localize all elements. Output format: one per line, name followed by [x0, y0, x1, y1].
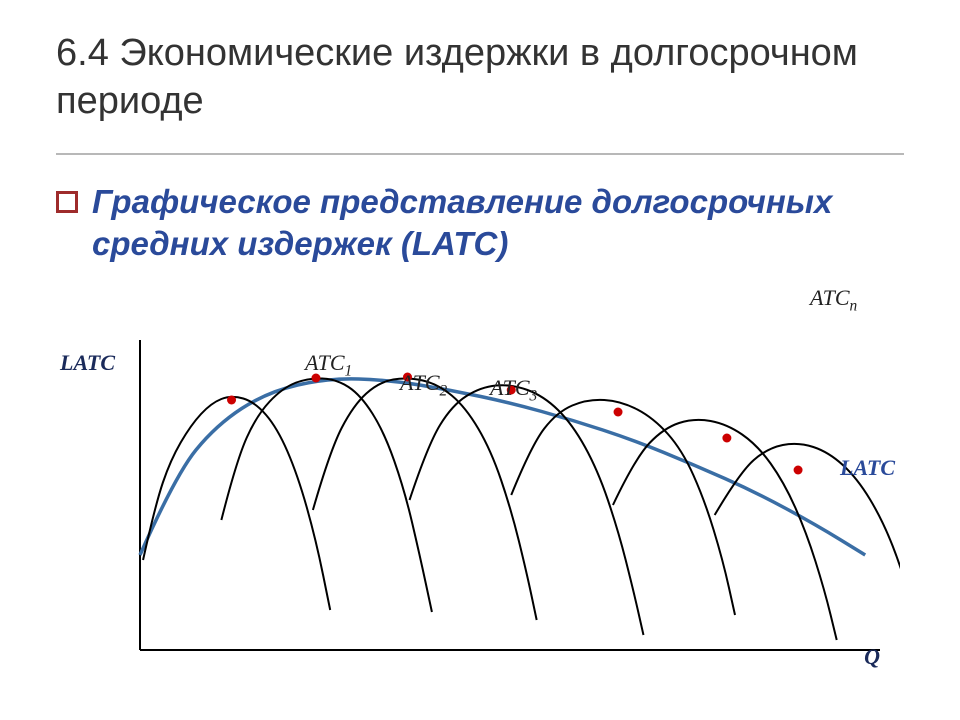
bullet-icon: [56, 191, 78, 213]
y-axis-label: LATC: [60, 350, 115, 376]
latc-curve-label: LATC: [840, 455, 895, 481]
slide-title: 6.4 Экономические издержки в долгосрочно…: [56, 30, 904, 125]
atc-curve-label: ATC2: [400, 370, 447, 400]
latc-chart: LATC Q LATC ATC1ATC2ATC3ATCn: [60, 330, 900, 690]
bullet-row: Графическое представление долгосрочных с…: [56, 181, 904, 265]
slide-subtitle: Графическое представление долгосрочных с…: [92, 181, 904, 265]
slide: 6.4 Экономические издержки в долгосрочно…: [0, 0, 960, 720]
atc-curve-label: ATCn: [810, 285, 857, 315]
title-underline: [56, 153, 904, 155]
atc-curve-label: ATC1: [305, 350, 352, 380]
chart-svg: [60, 330, 900, 690]
atc-curve-label: ATC3: [490, 375, 537, 405]
x-axis-label: Q: [864, 644, 880, 670]
